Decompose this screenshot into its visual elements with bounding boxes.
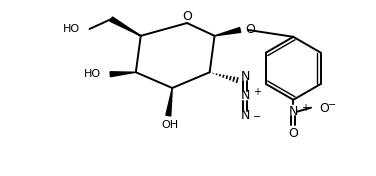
Text: HO: HO xyxy=(84,69,102,79)
Polygon shape xyxy=(110,72,136,77)
Text: OH: OH xyxy=(162,120,179,130)
Text: HO: HO xyxy=(63,24,80,34)
Text: −: − xyxy=(253,112,261,122)
Polygon shape xyxy=(110,17,141,36)
Text: O: O xyxy=(288,127,298,140)
Text: O: O xyxy=(182,10,192,23)
Text: −: − xyxy=(328,100,336,110)
Text: +: + xyxy=(301,103,309,113)
Text: +: + xyxy=(253,87,261,97)
Polygon shape xyxy=(166,88,172,116)
Text: O: O xyxy=(319,102,329,115)
Text: N: N xyxy=(240,109,250,122)
Text: O: O xyxy=(245,23,255,36)
Text: N: N xyxy=(240,70,250,83)
Polygon shape xyxy=(215,27,241,36)
Text: N: N xyxy=(289,105,298,118)
Text: N: N xyxy=(240,89,250,102)
